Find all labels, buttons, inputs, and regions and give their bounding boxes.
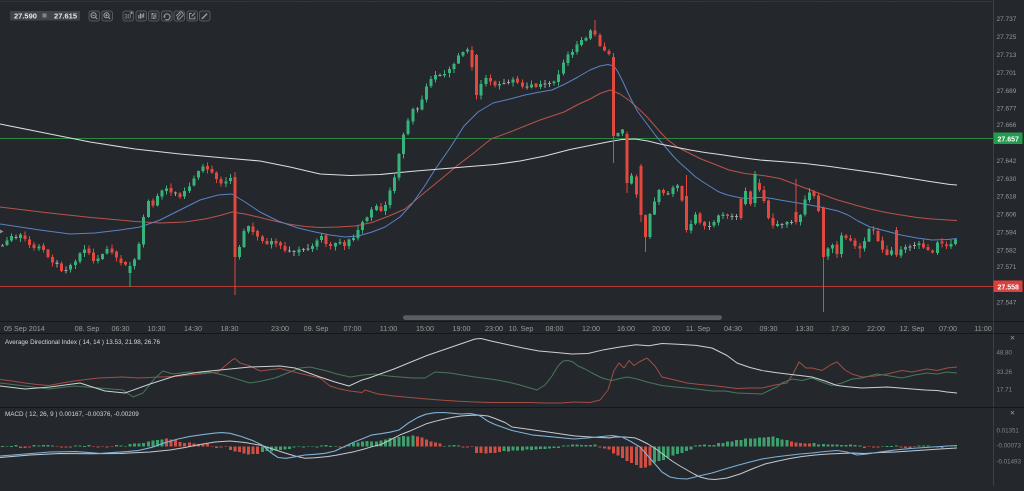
svg-text:Average Directional Index ( 14: Average Directional Index ( 14, 14 ) 13.… xyxy=(5,339,160,346)
svg-text:48.80: 48.80 xyxy=(997,350,1013,357)
svg-text:05 Sep 2014: 05 Sep 2014 xyxy=(4,324,45,333)
svg-text:27.618: 27.618 xyxy=(997,194,1017,201)
svg-text:17:30: 17:30 xyxy=(831,324,849,333)
svg-text:17.71: 17.71 xyxy=(997,387,1013,394)
svg-text:27.590: 27.590 xyxy=(14,11,37,20)
svg-text:MACD ( 12, 26, 9 ) 0.00167, -0: MACD ( 12, 26, 9 ) 0.00167, -0.00376, -0… xyxy=(5,411,139,418)
svg-text:27.701: 27.701 xyxy=(997,70,1017,77)
svg-text:12:00: 12:00 xyxy=(582,324,600,333)
svg-text:27.594: 27.594 xyxy=(997,230,1017,237)
svg-text:27.558: 27.558 xyxy=(998,284,1020,291)
svg-text:27.642: 27.642 xyxy=(997,158,1017,165)
svg-text:27.713: 27.713 xyxy=(997,52,1017,59)
svg-text:×: × xyxy=(1010,333,1015,343)
svg-text:09:30: 09:30 xyxy=(760,324,778,333)
svg-text:-0.00073: -0.00073 xyxy=(997,443,1022,450)
svg-text:×: × xyxy=(1010,408,1015,418)
svg-text:20:00: 20:00 xyxy=(652,324,670,333)
svg-text:15:00: 15:00 xyxy=(416,324,434,333)
svg-text:33.26: 33.26 xyxy=(997,369,1013,376)
svg-text:23:00: 23:00 xyxy=(271,324,289,333)
svg-text:27.582: 27.582 xyxy=(997,247,1017,254)
svg-text:27.666: 27.666 xyxy=(997,122,1017,129)
svg-text:14:30: 14:30 xyxy=(184,324,202,333)
svg-text:11. Sep: 11. Sep xyxy=(686,324,710,333)
svg-text:11:00: 11:00 xyxy=(380,324,397,333)
svg-text:18:30: 18:30 xyxy=(221,324,239,333)
svg-text:04:30: 04:30 xyxy=(724,324,742,333)
svg-text:16:00: 16:00 xyxy=(617,324,635,333)
svg-text:22:00: 22:00 xyxy=(867,324,885,333)
svg-text:27.725: 27.725 xyxy=(997,34,1017,41)
svg-text:08. Sep: 08. Sep xyxy=(75,324,100,333)
svg-text:07:00: 07:00 xyxy=(939,324,957,333)
svg-text:27.547: 27.547 xyxy=(997,300,1017,307)
svg-text:30: 30 xyxy=(124,14,131,20)
svg-text:27.615: 27.615 xyxy=(54,11,77,20)
svg-text:27.737: 27.737 xyxy=(997,16,1017,23)
svg-text:13:30: 13:30 xyxy=(796,324,814,333)
svg-text:27.606: 27.606 xyxy=(997,212,1017,219)
svg-text:-0.01493: -0.01493 xyxy=(997,459,1022,466)
svg-text:10:30: 10:30 xyxy=(148,324,166,333)
svg-text:27.657: 27.657 xyxy=(998,136,1020,143)
svg-text:19:00: 19:00 xyxy=(453,324,471,333)
svg-text:27.630: 27.630 xyxy=(997,176,1017,183)
svg-text:08:00: 08:00 xyxy=(546,324,564,333)
svg-text:0.01351: 0.01351 xyxy=(997,428,1020,435)
svg-text:11:00: 11:00 xyxy=(974,324,991,333)
svg-text:12. Sep: 12. Sep xyxy=(900,324,925,333)
svg-text:27.571: 27.571 xyxy=(997,264,1017,271)
svg-text:06:30: 06:30 xyxy=(112,324,130,333)
svg-text:10. Sep: 10. Sep xyxy=(509,324,534,333)
svg-text:23:00: 23:00 xyxy=(485,324,503,333)
svg-text:07:00: 07:00 xyxy=(344,324,362,333)
svg-text:27.677: 27.677 xyxy=(997,106,1017,113)
svg-text:09. Sep: 09. Sep xyxy=(304,324,329,333)
svg-text:27.689: 27.689 xyxy=(997,88,1017,95)
